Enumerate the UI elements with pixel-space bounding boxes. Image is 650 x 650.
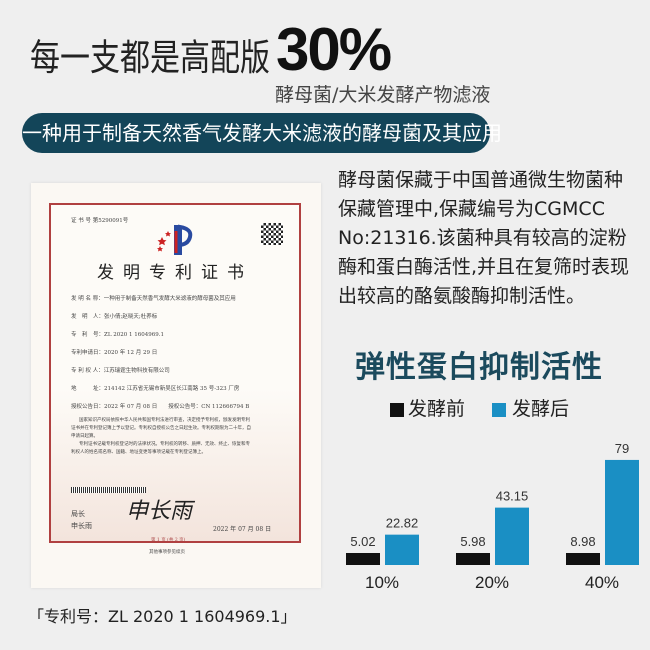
legend-label-after: 发酵后	[512, 398, 570, 420]
cert-body: 国家知识产权局依照中华人民共和国专利法进行审查，决定授予专利权，颁发发明专利	[79, 418, 250, 423]
data-label: 79	[615, 441, 629, 456]
cert-row: 发 明 名 称：一种用于制备天然香气发酵大米滤液的酵母菌及其应用	[71, 296, 236, 302]
cert-body: 利权人的姓名或名称、国籍、地址变更等事项记载在专利登记簿上。	[71, 450, 206, 455]
bar-chart: 5.02 22.82 10% 5.98 43.15 20% 8.98 79 40%	[346, 441, 639, 592]
signer-name: 申长雨	[71, 522, 92, 530]
legend-swatch-after	[492, 403, 506, 417]
cert-body: 申请日起算。	[71, 434, 98, 439]
cert-row: 发 明 人：张小倩;赵晓天;杜养标	[71, 314, 158, 320]
bar	[495, 507, 529, 565]
legend-label-before: 发酵前	[408, 398, 466, 420]
qr-code-icon	[261, 223, 283, 245]
bar	[346, 553, 380, 565]
category-label: 10%	[365, 573, 399, 592]
bar	[385, 534, 419, 565]
headline-percentage: 30%	[276, 16, 392, 83]
cert-page: 第 1 页 (共 2 页)	[151, 538, 186, 543]
data-label: 5.98	[460, 534, 485, 549]
ingredient-subtitle: 酵母菌/大米发酵产物滤液	[275, 84, 491, 106]
category-label: 40%	[585, 573, 619, 592]
certificate-frame: 证 书 号 第5290091号 发明专利证书 发 明 名 称：一种用于制备天然香…	[49, 203, 301, 543]
cert-row: 专 利 权 人：江苏瑞霆生物科技有限公司	[71, 368, 170, 374]
barcode-icon	[71, 487, 146, 493]
cert-row: 地 址：214142 江苏省无锡市新吴区长江南路 35 号-323 厂房	[71, 386, 240, 392]
signature: 申长雨	[126, 499, 193, 524]
patent-office-logo-icon	[157, 224, 193, 255]
legend-swatch-before	[390, 403, 404, 417]
description-text: 酵母菌保藏于中国普通微生物菌种保藏管理中,保藏编号为CGMCC No:21316…	[338, 169, 630, 307]
chart-title: 弹性蛋白抑制活性	[355, 350, 603, 385]
cert-row: 专利申请日：2020 年 12 月 29 日	[71, 350, 158, 356]
bar	[456, 553, 490, 565]
headline: 每一支都是高配版	[30, 37, 270, 80]
patent-number: 「专利号：ZL 2020 1 1604969.1」	[28, 607, 297, 626]
cert-body: 专利证书记载专利权登记时的法律状况。专利权的转移、质押、无效、终止、恢复和专	[79, 442, 250, 447]
patent-title-banner: 一种用于制备天然香气发酵大米滤液的酵母菌及其应用	[22, 113, 502, 153]
data-label: 5.02	[350, 534, 375, 549]
bar	[605, 459, 639, 565]
patent-certificate: 证 书 号 第5290091号 发明专利证书 发 明 名 称：一种用于制备天然香…	[31, 183, 321, 588]
signer-title: 局长	[71, 510, 85, 518]
bar	[566, 553, 600, 565]
data-label: 43.15	[496, 489, 529, 504]
cert-date: 2022 年 07 月 08 日	[213, 526, 272, 533]
data-label: 8.98	[570, 534, 595, 549]
cert-footer: 其他事项参见续页	[149, 550, 185, 555]
cert-row: 专 利 号：ZL 2020 1 1604969.1	[71, 332, 164, 338]
certificate-title: 发明专利证书	[97, 263, 253, 283]
cert-number: 证 书 号 第5290091号	[71, 218, 129, 224]
cert-row: 授权公告日：2022 年 07 月 08 日 授权公告号：CN 11266679…	[71, 404, 250, 410]
category-label: 20%	[475, 573, 509, 592]
cert-body: 证书并在专利登记簿上予以登记。专利权自授权公告之日起生效。专利权期限为二十年，自	[71, 426, 251, 431]
data-label: 22.82	[386, 516, 419, 531]
